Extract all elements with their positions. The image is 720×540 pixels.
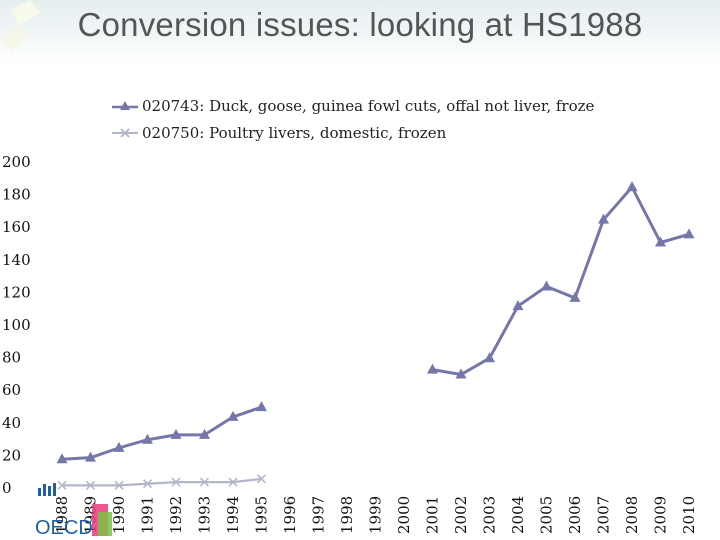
data-point-triangle — [256, 401, 267, 412]
data-point-x — [199, 477, 210, 487]
x-tick-label: 2004 — [509, 496, 527, 534]
data-point-triangle — [199, 428, 210, 439]
data-point-triangle — [598, 213, 609, 224]
y-tick-label: 180 — [2, 186, 31, 204]
x-tick-label: 2001 — [424, 496, 442, 534]
x-marker-icon — [112, 127, 138, 138]
data-point-triangle — [541, 280, 552, 291]
data-point-x — [171, 477, 181, 487]
y-tick-label: 80 — [2, 349, 21, 367]
triangle-marker-icon — [112, 100, 138, 110]
data-point-triangle — [626, 181, 638, 192]
x-tick-label: 1998 — [338, 496, 356, 534]
legend-label-series-2: 020750: Poultry livers, domestic, frozen — [142, 123, 447, 142]
legend-item-series-1: 020743: Duck, goose, guinea fowl cuts, o… — [112, 92, 594, 119]
svg-text:OECD: OECD — [35, 517, 93, 539]
x-tick-label: 2006 — [566, 496, 584, 534]
data-point-x — [142, 479, 153, 489]
data-point-x — [85, 480, 96, 490]
x-tick-label: 1992 — [167, 496, 185, 534]
series-line-1 — [432, 185, 690, 377]
chart-legend: 020743: Duck, goose, guinea fowl cuts, o… — [112, 92, 594, 146]
legend-item-series-2: 020750: Poultry livers, domestic, frozen — [112, 119, 594, 146]
y-tick-label: 40 — [2, 414, 21, 432]
y-tick-label: 60 — [2, 381, 21, 399]
slide-title: Conversion issues: looking at HS1988 — [77, 6, 643, 43]
x-tick-label: 2007 — [595, 496, 613, 534]
x-tick-label: 2009 — [652, 496, 670, 534]
data-point-triangle — [484, 352, 495, 363]
y-tick-label: 20 — [2, 446, 21, 464]
series-line-2 — [62, 477, 262, 487]
data-point-triangle — [655, 236, 666, 247]
x-tick-label: 2008 — [623, 496, 641, 534]
y-tick-label: 120 — [2, 283, 31, 301]
data-point-triangle — [85, 451, 96, 462]
data-point-triangle — [227, 410, 239, 421]
data-point-triangle — [427, 363, 438, 374]
data-point-x — [228, 477, 238, 487]
x-tick-label: 1991 — [139, 496, 157, 534]
data-point-triangle — [170, 428, 182, 439]
x-tick-label: 2002 — [452, 496, 470, 534]
y-tick-label: 0 — [2, 479, 12, 497]
corner-decoration — [0, 0, 40, 52]
x-tick-label: 2000 — [395, 496, 413, 534]
data-point-x — [114, 480, 124, 490]
data-point-triangle — [455, 368, 467, 379]
data-point-triangle — [683, 228, 695, 239]
y-tick-label: 200 — [2, 153, 31, 171]
x-tick-label: 1997 — [310, 496, 328, 534]
x-tick-label: 1994 — [224, 496, 242, 534]
data-point-triangle — [569, 291, 581, 302]
data-point-triangle — [512, 300, 524, 311]
data-point-triangle — [142, 433, 153, 444]
x-tick-label: 1993 — [196, 496, 214, 534]
data-point-x — [57, 480, 67, 490]
x-tick-label: 2010 — [680, 496, 698, 534]
data-point-triangle — [56, 453, 68, 464]
x-tick-label: 1996 — [281, 496, 299, 534]
data-point-triangle — [113, 441, 125, 452]
x-tick-label: 1999 — [367, 496, 385, 534]
y-tick-label: 160 — [2, 218, 31, 236]
x-tick-label: 1988 — [53, 496, 71, 534]
y-tick-label: 140 — [2, 251, 31, 269]
x-tick-label: 1995 — [253, 496, 271, 534]
x-tick-label: 2005 — [538, 496, 556, 534]
title-band — [0, 0, 720, 62]
x-tick-label: 2003 — [481, 496, 499, 534]
data-point-x — [256, 474, 267, 484]
legend-label-series-1: 020743: Duck, goose, guinea fowl cuts, o… — [142, 96, 595, 115]
oecd-logo: OECD — [35, 483, 112, 539]
x-tick-label: 1990 — [110, 496, 128, 534]
y-tick-label: 100 — [2, 316, 31, 334]
